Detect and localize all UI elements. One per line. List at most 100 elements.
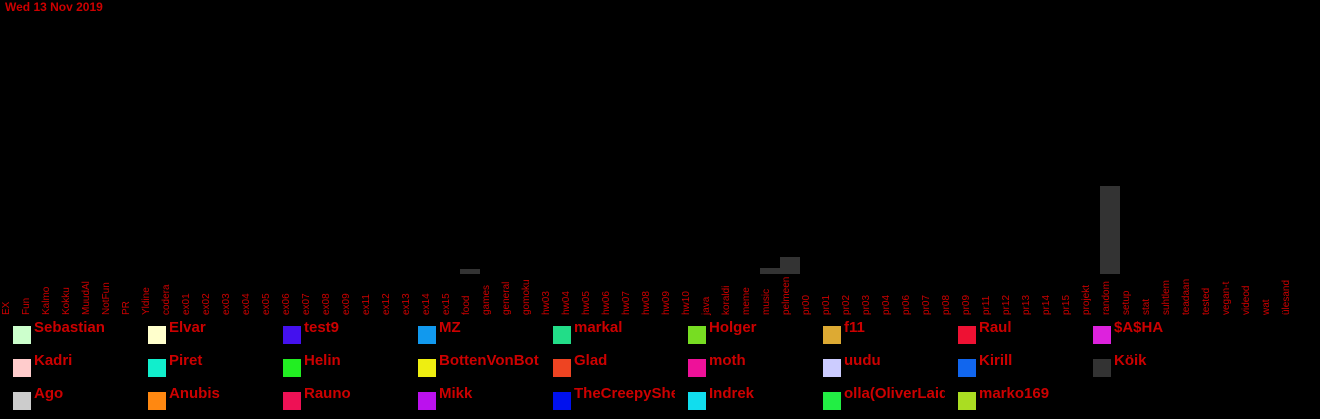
tick-label: Kalmo — [41, 286, 52, 315]
tick-label: hw03 — [541, 291, 552, 315]
legend-swatch — [688, 359, 706, 377]
tick-label: pr12 — [1001, 295, 1012, 315]
tick-label: pr06 — [901, 295, 912, 315]
legend-item: marko169 — [945, 382, 1080, 412]
legend-item: Indrek — [675, 382, 810, 412]
legend-swatch — [958, 326, 976, 344]
legend-item: Rauno — [270, 382, 405, 412]
legend: Sebastian Elvar test9 MZ markal Holger f11 Raul… — [0, 316, 1320, 419]
legend-item: markal — [540, 316, 675, 346]
bar-random — [1100, 186, 1120, 274]
tick-label: ex15 — [441, 293, 452, 315]
tick-label: Kokku — [61, 287, 72, 315]
tick-label: ex05 — [261, 293, 272, 315]
legend-item: Elvar — [135, 316, 270, 346]
legend-item: BottenVonBot — [405, 349, 540, 379]
legend-label: Holger — [709, 319, 757, 336]
tick-label: java — [701, 296, 712, 316]
tick-label: hw08 — [641, 291, 652, 315]
legend-item: Ago — [0, 382, 135, 412]
legend-swatch — [688, 392, 706, 410]
legend-swatch — [418, 392, 436, 410]
tick-label: pelmeen — [781, 277, 792, 315]
date-label: Wed 13 Nov 2019 — [5, 0, 103, 14]
legend-swatch — [13, 359, 31, 377]
legend-label: test9 — [304, 319, 340, 336]
legend-item: uudu — [810, 349, 945, 379]
legend-item: $A$HA — [1080, 316, 1215, 346]
bar-pelmeen — [780, 257, 800, 274]
tick-label: pr01 — [821, 295, 832, 315]
legend-item: Raul — [945, 316, 1080, 346]
legend-item: Holger — [675, 316, 810, 346]
tick-label: suhtlem — [1161, 280, 1172, 315]
legend-swatch — [13, 392, 31, 410]
tick-label: ex06 — [281, 293, 292, 315]
tick-label: wat — [1261, 299, 1272, 316]
legend-item: Anubis — [135, 382, 270, 412]
tick-label: Fun — [21, 298, 32, 315]
legend-swatch — [823, 392, 841, 410]
legend-label: Indrek — [709, 385, 755, 402]
legend-item: Piret — [135, 349, 270, 379]
tick-label: pr09 — [961, 295, 972, 315]
legend-swatch — [1093, 326, 1111, 344]
legend-item: Kirill — [945, 349, 1080, 379]
legend-swatch — [418, 326, 436, 344]
legend-swatch — [553, 392, 571, 410]
tick-label: games — [481, 285, 492, 315]
tick-label: hw04 — [561, 291, 572, 315]
legend-swatch — [418, 359, 436, 377]
tick-label: koraldi — [721, 286, 732, 315]
legend-label: f11 — [844, 319, 865, 336]
tick-label: pr08 — [941, 295, 952, 315]
legend-item: Helin — [270, 349, 405, 379]
legend-item: f11 — [810, 316, 945, 346]
bar-chart: EX Fun Kalmo Kokku MuudAl NotFun PR Yldine coder… — [1, 186, 1292, 316]
legend-swatch — [283, 359, 301, 377]
legend-item: Mikk — [405, 382, 540, 412]
legend-item: test9 — [270, 316, 405, 346]
legend-label: Kadri — [34, 352, 73, 369]
legend-label: MZ — [439, 319, 461, 336]
tick-label: MuudAl — [81, 281, 92, 315]
tick-label: hw05 — [581, 291, 592, 315]
tick-label: meme — [741, 287, 752, 315]
tick-label: hw07 — [621, 291, 632, 315]
tick-label: pr02 — [841, 295, 852, 315]
legend-swatch — [823, 326, 841, 344]
tick-label: general — [501, 282, 512, 315]
tick-label: ex08 — [321, 293, 332, 315]
legend-label: Rauno — [304, 385, 351, 402]
tick-label: codera — [161, 284, 172, 315]
legend-swatch — [148, 326, 166, 344]
legend-item: MZ — [405, 316, 540, 346]
tick-label: random — [1101, 281, 1112, 315]
legend-item: Glad — [540, 349, 675, 379]
legend-label: Raul — [979, 319, 1012, 336]
tick-label: ex03 — [221, 293, 232, 315]
legend-swatch — [283, 392, 301, 410]
tick-label: pr11 — [981, 295, 992, 315]
legend-swatch — [283, 326, 301, 344]
bar-food — [460, 269, 480, 274]
tick-label: ex07 — [301, 293, 312, 315]
tick-label: ex13 — [401, 293, 412, 315]
legend-label: Ago — [34, 385, 64, 402]
tick-label: ex01 — [181, 293, 192, 315]
tick-label: pr14 — [1041, 295, 1052, 315]
tick-label: EX — [1, 301, 12, 315]
tick-label: hw09 — [661, 291, 672, 315]
tick-label: pr15 — [1061, 295, 1072, 315]
bars-group — [460, 186, 1120, 274]
tick-label: stat — [1141, 299, 1152, 315]
tick-label: ex12 — [381, 293, 392, 315]
legend-swatch — [148, 392, 166, 410]
tick-label: teadaan — [1181, 279, 1192, 315]
tick-label: pr00 — [801, 295, 812, 315]
tick-label: vegan-t — [1221, 281, 1232, 315]
legend-item: Köik — [1080, 349, 1215, 379]
tick-label: ex11 — [361, 294, 372, 315]
legend-label: Sebastian — [34, 319, 105, 336]
